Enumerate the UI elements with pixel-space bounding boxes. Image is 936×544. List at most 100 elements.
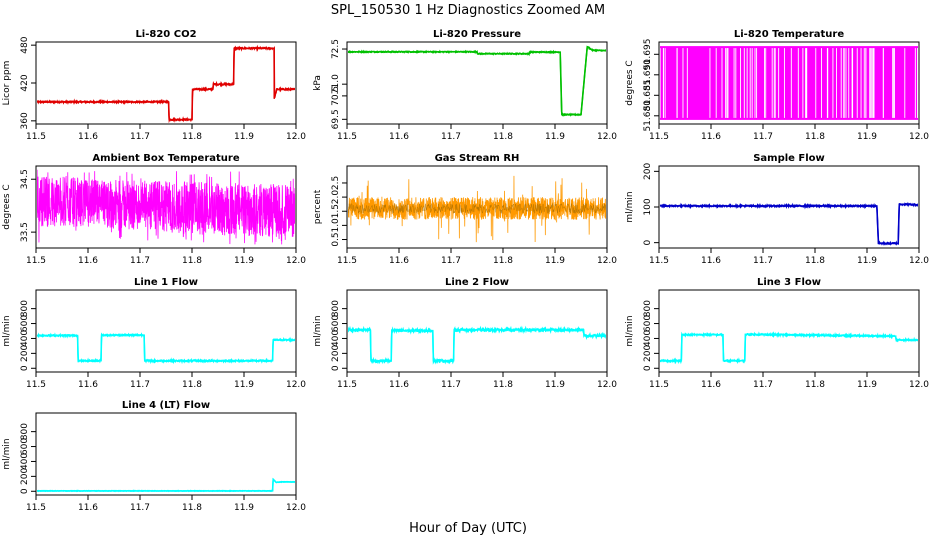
y-tick-label: 800 <box>20 423 30 440</box>
x-tick-label: 11.7 <box>441 380 461 390</box>
data-line <box>660 201 918 246</box>
y-axis-label: degrees C <box>625 60 635 105</box>
x-tick-label: 11.8 <box>805 132 825 142</box>
series-pressure <box>348 45 606 117</box>
x-tick-label: 12.0 <box>597 256 617 266</box>
y-tick-label: 0.5 <box>331 232 341 246</box>
plot-frame <box>346 41 608 125</box>
x-tick-label: 12.0 <box>286 503 306 513</box>
y-tick-label: 51.690 <box>643 59 653 91</box>
panel-title: Sample Flow <box>753 153 825 164</box>
panel-title: Line 3 Flow <box>757 277 821 288</box>
y-axis-label: ml/min <box>625 315 635 346</box>
x-tick-label: 11.8 <box>182 380 202 390</box>
data-line <box>660 331 918 365</box>
panel-title: Li-820 Pressure <box>433 29 521 40</box>
panel-pressure: Li-820 Pressure kPa 11.5 11.6 11.7 11.8 11.9 12… <box>313 29 617 142</box>
x-tick-label: 11.8 <box>805 380 825 390</box>
x-tick-label: 12.0 <box>286 132 306 142</box>
panel-title: Line 2 Flow <box>445 277 509 288</box>
panel-line4: Line 4 (LT) Flow ml/min 11.5 11.6 11.7 11.8 11… <box>2 400 306 513</box>
y-tick-label: 0 <box>643 240 653 246</box>
data-line <box>348 325 606 365</box>
x-tick-label: 11.9 <box>545 380 565 390</box>
y-tick-label: 200 <box>331 345 341 362</box>
x-tick-label: 12.0 <box>286 380 306 390</box>
x-tick-label: 11.5 <box>26 256 46 266</box>
x-tick-label: 11.7 <box>130 132 150 142</box>
x-tick-label: 11.8 <box>182 256 202 266</box>
x-tick-label: 11.8 <box>493 256 513 266</box>
x-tick-label: 11.8 <box>805 256 825 266</box>
y-tick-label: 33.5 <box>20 222 30 242</box>
y-tick-label: 800 <box>20 300 30 317</box>
x-tick-label: 11.5 <box>337 380 357 390</box>
y-tick-label: 1.5 <box>331 204 341 218</box>
data-band <box>660 46 918 120</box>
x-tick-label: 11.9 <box>857 132 877 142</box>
x-tick-label: 11.6 <box>389 256 409 266</box>
y-tick-label: 800 <box>643 300 653 317</box>
panel-line3: Line 3 Flow ml/min 11.5 11.6 11.7 11.8 11.9 12.… <box>625 277 929 390</box>
y-tick-label: 600 <box>20 438 30 455</box>
y-tick-label: 400 <box>20 453 30 470</box>
x-tick-label: 12.0 <box>597 132 617 142</box>
x-tick-label: 12.0 <box>909 256 929 266</box>
panel-title: Line 1 Flow <box>134 277 198 288</box>
x-tick-label: 12.0 <box>909 380 929 390</box>
x-tick-label: 11.5 <box>337 132 357 142</box>
x-tick-label: 11.6 <box>701 256 721 266</box>
series-line1 <box>37 332 295 365</box>
y-axis-label: kPa <box>313 75 323 91</box>
data-dense-line <box>348 202 606 214</box>
x-tick-label: 11.8 <box>182 503 202 513</box>
x-tick-label: 11.5 <box>649 256 669 266</box>
y-tick-label: 34.5 <box>20 169 30 189</box>
x-tick-label: 11.7 <box>441 132 461 142</box>
panel-title: Li-820 Temperature <box>734 29 844 40</box>
x-tick-label: 11.9 <box>857 380 877 390</box>
data-step-line <box>660 333 918 362</box>
x-tick-label: 11.8 <box>493 132 513 142</box>
data-step-line <box>37 477 295 492</box>
x-tick-label: 11.5 <box>649 132 669 142</box>
x-tick-label: 11.8 <box>182 132 202 142</box>
x-tick-label: 11.9 <box>545 132 565 142</box>
panel-rh: Gas Stream RH percent 11.5 11.6 11.7 11.8 11.9… <box>313 153 617 266</box>
y-tick-label: 400 <box>20 330 30 347</box>
y-tick-label: 400 <box>643 330 653 347</box>
y-tick-label: 100 <box>643 198 653 215</box>
x-tick-label: 11.9 <box>545 256 565 266</box>
y-axis-label: ml/min <box>625 191 635 222</box>
series-co2 <box>37 44 295 123</box>
panel-line1: Line 1 Flow ml/min 11.5 11.6 11.7 11.8 11.9 12.… <box>2 277 306 390</box>
y-tick-label: 200 <box>20 345 30 362</box>
series-temperature <box>660 46 918 120</box>
y-axis-label: ml/min <box>2 438 12 469</box>
panel-title: Line 4 (LT) Flow <box>122 400 210 411</box>
main-title: SPL_150530 1 Hz Diagnostics Zoomed AM <box>331 3 605 18</box>
x-tick-label: 11.7 <box>753 256 773 266</box>
data-line <box>37 44 295 123</box>
plot-frame <box>658 289 920 373</box>
x-tick-label: 11.7 <box>130 380 150 390</box>
y-tick-label: 600 <box>331 315 341 332</box>
x-tick-label: 11.6 <box>78 503 98 513</box>
panels-group: Li-820 CO2 Licor ppm 11.5 11.6 11.7 11.8 11.9 1… <box>2 29 929 513</box>
y-tick-label: 71.0 <box>331 74 341 94</box>
x-tick-label: 11.5 <box>26 132 46 142</box>
data-step-line <box>37 47 295 121</box>
y-tick-label: 51.680 <box>643 100 653 132</box>
data-step-line <box>348 45 606 116</box>
x-tick-label: 11.7 <box>441 256 461 266</box>
y-tick-label: 0 <box>331 365 341 371</box>
y-tick-label: 200 <box>643 345 653 362</box>
y-axis-label: Licor ppm <box>2 61 12 106</box>
x-tick-label: 11.5 <box>337 256 357 266</box>
x-tick-label: 11.7 <box>130 503 150 513</box>
panel-sample: Sample Flow ml/min 11.5 11.6 11.7 11.8 11.9 12.… <box>625 153 929 266</box>
series-line3 <box>660 331 918 365</box>
panel-ambient: Ambient Box Temperature degrees C 11.5 11.6… <box>2 153 306 266</box>
panel-temperature: Li-820 Temperature degrees C 11.5 11.6 11.7 1… <box>625 29 929 142</box>
plot-frame <box>658 41 920 125</box>
